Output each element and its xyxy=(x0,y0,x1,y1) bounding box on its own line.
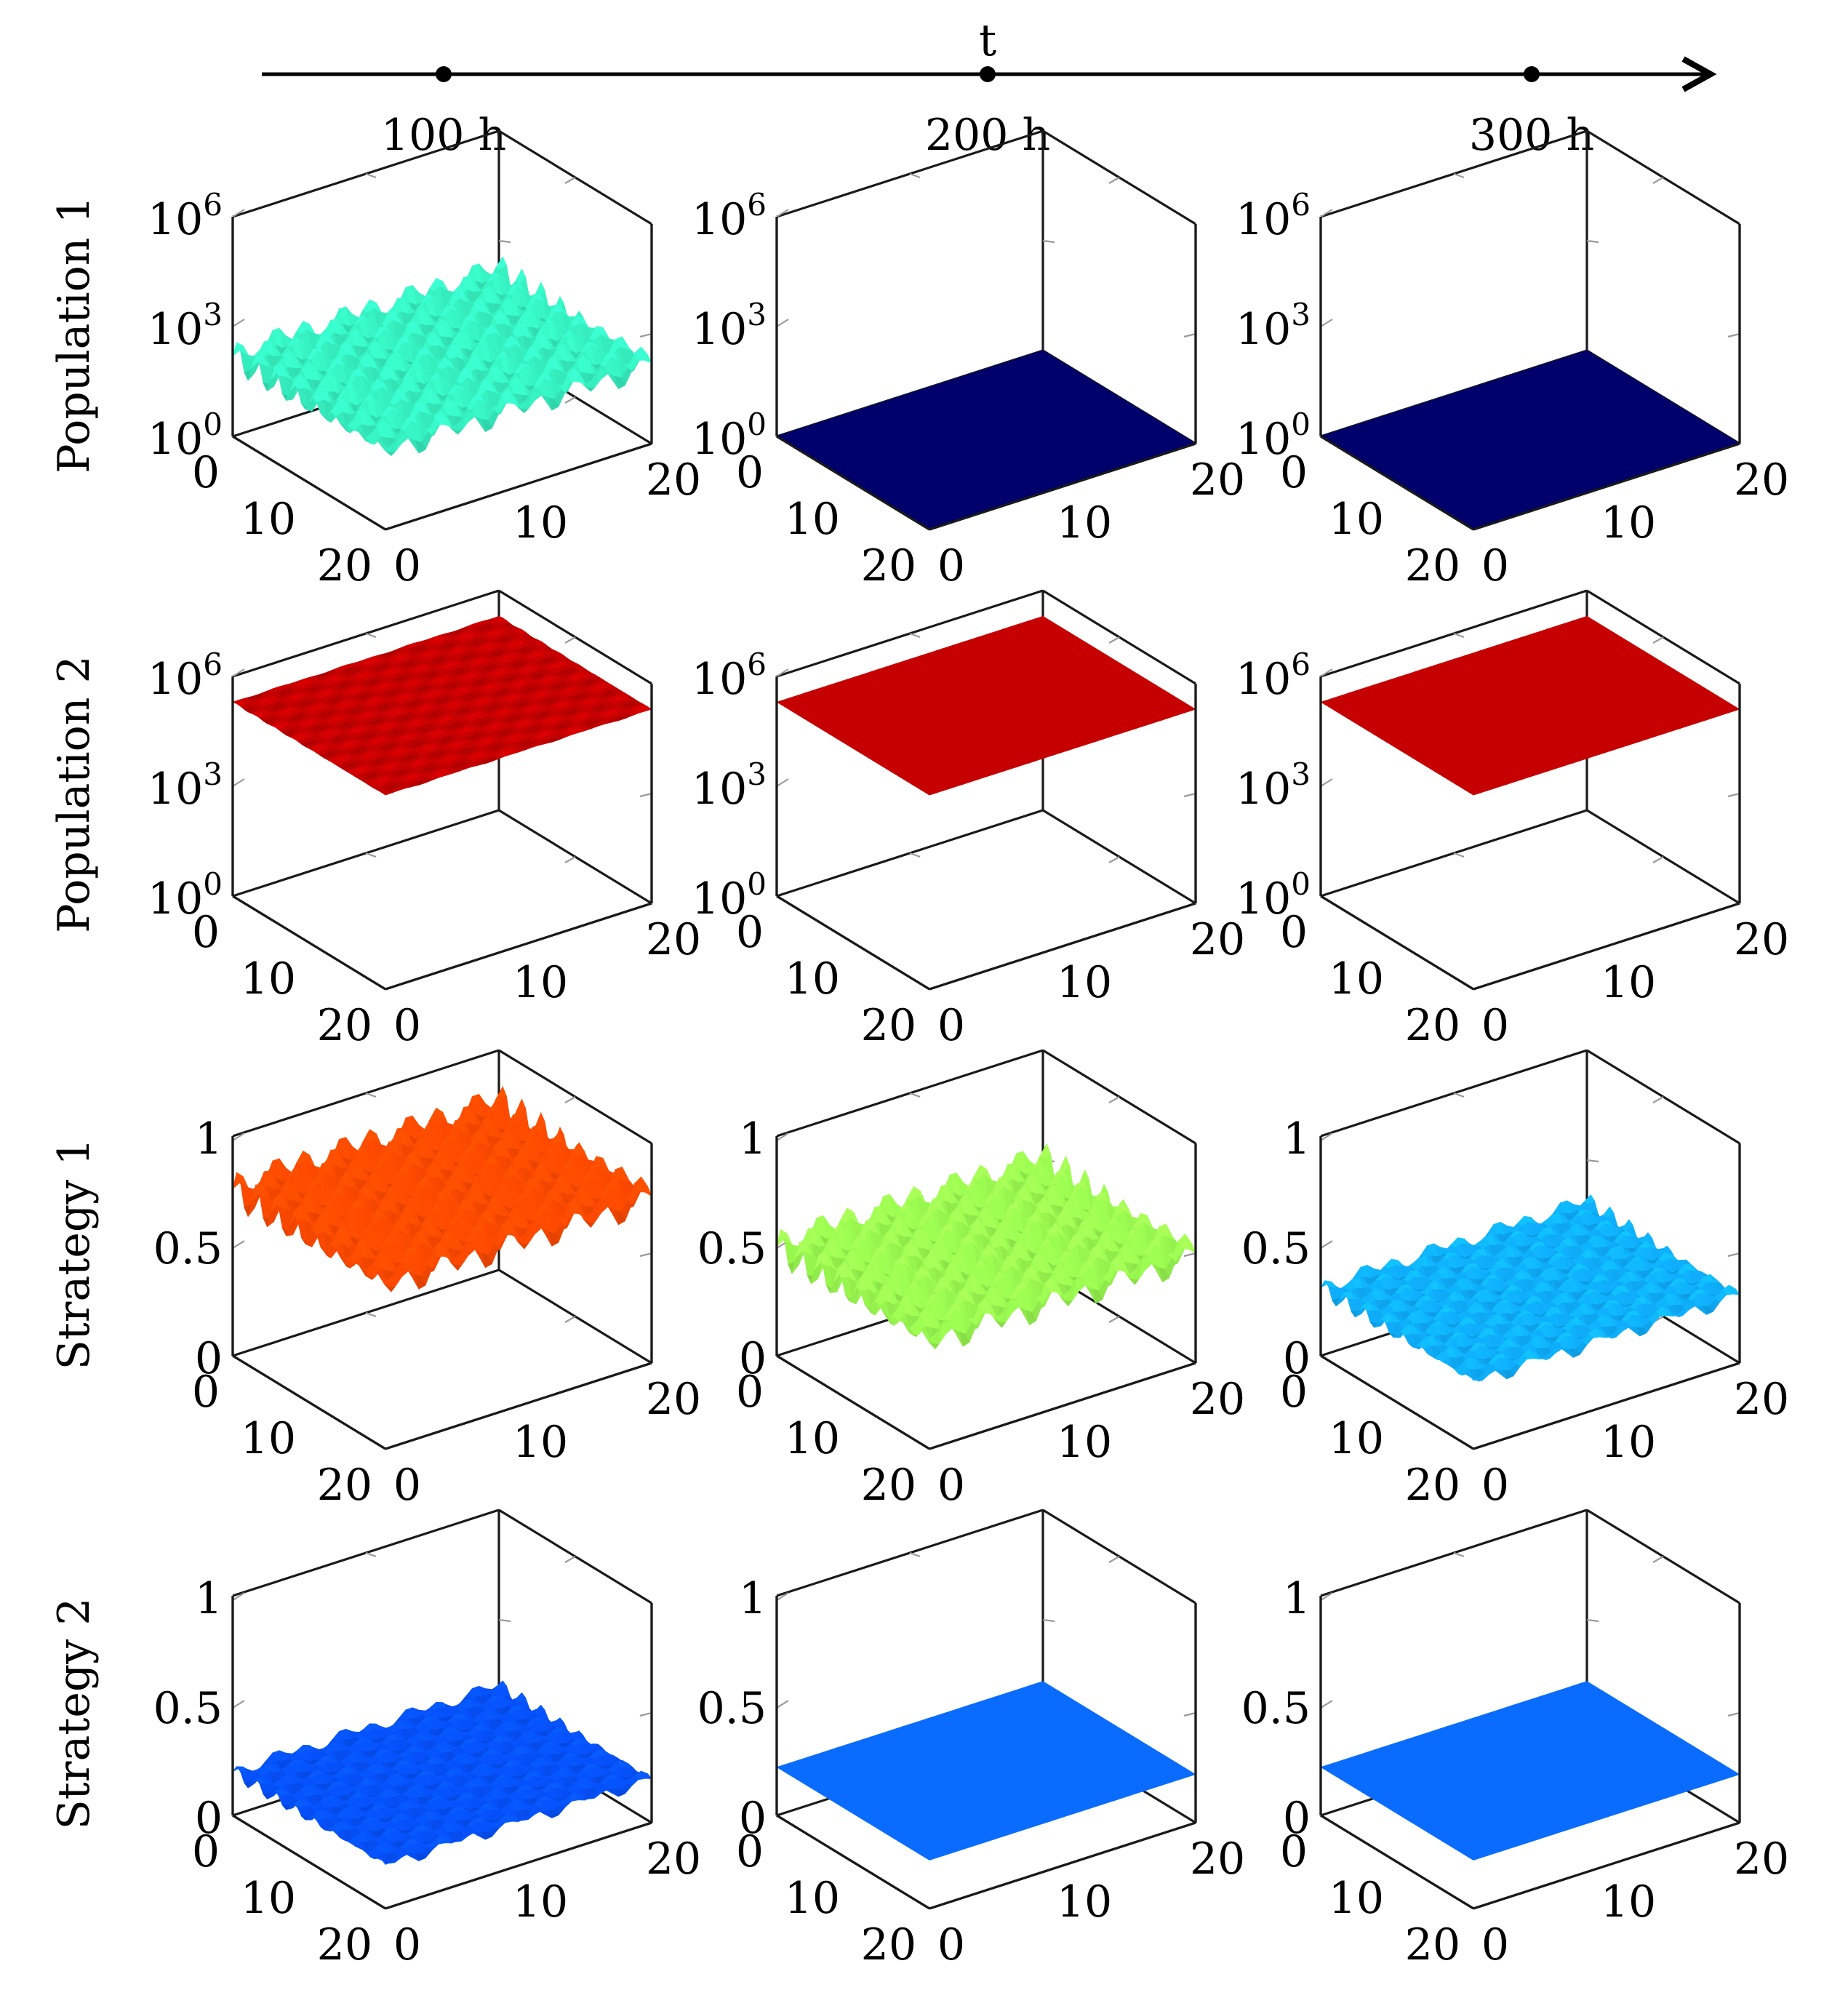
z-tick-mark xyxy=(776,319,789,327)
timeline-tick-dot xyxy=(980,66,996,82)
x-tick-label: 0 xyxy=(1481,540,1509,591)
x-tick-mark xyxy=(564,856,576,863)
row-label-population-1: Population 1 xyxy=(49,196,100,473)
surface xyxy=(232,256,652,457)
x-tick-mark xyxy=(564,636,576,644)
x-tick-mark xyxy=(564,177,576,184)
z-tick-mark xyxy=(1586,239,1599,244)
z-tick-mark xyxy=(498,239,511,244)
z-tick-mark xyxy=(232,319,245,327)
x-tick-label: 10 xyxy=(1601,497,1656,548)
z-tick-label: 106 xyxy=(148,187,223,245)
x-tick-label: 10 xyxy=(513,497,568,548)
row-label-population-2: Population 2 xyxy=(49,655,100,932)
y-tick-label: 0 xyxy=(736,447,764,498)
z-tick-mark xyxy=(232,778,245,787)
y-tick-mark xyxy=(365,172,377,179)
z-tick-label: 103 xyxy=(1236,297,1311,355)
y-tick-label: 0 xyxy=(192,447,220,498)
surface xyxy=(232,615,652,796)
z-tick-label: 103 xyxy=(148,297,223,355)
y-tick-label: 0 xyxy=(1280,447,1308,498)
timeline-label: t xyxy=(979,15,996,66)
z-tick-mark xyxy=(232,209,245,217)
z-tick-label: 106 xyxy=(692,187,767,245)
timeline-tick-dot xyxy=(436,66,452,82)
x-tick-mark xyxy=(1108,177,1120,184)
x-tick-label: 20 xyxy=(1734,455,1789,506)
x-tick-label: 0 xyxy=(393,540,421,591)
y-tick-label: 20 xyxy=(861,540,916,591)
z-tick-mark xyxy=(1183,332,1196,338)
z-tick-mark xyxy=(639,332,652,338)
y-tick-label: 10 xyxy=(1329,494,1384,545)
z-tick-mark xyxy=(639,792,652,798)
x-tick-mark xyxy=(564,396,576,404)
x-tick-label: 10 xyxy=(1057,497,1112,548)
y-tick-labels: 0 10 20 xyxy=(192,447,372,591)
y-tick-mark xyxy=(365,852,377,858)
row-label-strategy-1: Strategy 1 xyxy=(49,1138,100,1370)
y-tick-label: 10 xyxy=(241,494,296,545)
timeline: t 100 h 200 h 300 h xyxy=(262,15,1711,161)
timeline-tick-dot xyxy=(1524,66,1540,82)
y-tick-label: 20 xyxy=(317,540,372,591)
y-tick-mark xyxy=(1453,172,1465,179)
y-tick-label: 10 xyxy=(785,494,840,545)
z-tick-mark xyxy=(1727,332,1740,338)
row-label-strategy-2: Strategy 2 xyxy=(49,1598,100,1830)
y-tick-mark xyxy=(365,632,377,639)
z-tick-mark xyxy=(1042,239,1055,244)
z-tick-mark xyxy=(1320,319,1333,327)
x-tick-mark xyxy=(1652,177,1664,184)
z-tick-label: 106 xyxy=(1236,187,1311,245)
z-tick-label: 103 xyxy=(692,297,767,355)
y-tick-label: 20 xyxy=(1405,540,1460,591)
y-tick-mark xyxy=(909,172,921,179)
x-tick-label: 0 xyxy=(937,540,965,591)
